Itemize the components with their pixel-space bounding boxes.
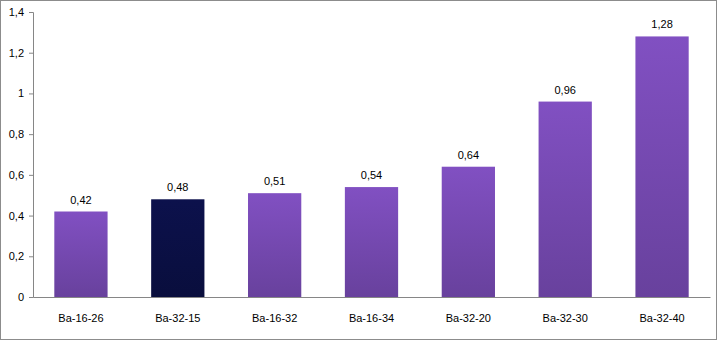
x-axis-line bbox=[34, 297, 711, 298]
x-tick-label: Ba-16-32 bbox=[252, 312, 297, 324]
y-tick-mark bbox=[29, 12, 33, 13]
data-label: 1,28 bbox=[651, 18, 672, 30]
x-tick-label: Ba-16-34 bbox=[349, 312, 394, 324]
y-tick-mark bbox=[29, 216, 33, 217]
y-tick: 1,4 bbox=[9, 6, 33, 18]
bar bbox=[635, 36, 688, 297]
y-tick-label: 1,2 bbox=[9, 47, 24, 59]
x-tick: Ba-16-34 bbox=[349, 297, 394, 324]
y-tick-mark bbox=[29, 93, 33, 94]
bar bbox=[248, 193, 301, 297]
bar bbox=[539, 102, 592, 297]
x-tick: Ba-32-30 bbox=[543, 297, 588, 324]
y-tick-mark bbox=[29, 256, 33, 257]
data-label: 0,48 bbox=[167, 181, 188, 193]
bars bbox=[54, 36, 688, 297]
y-tick-label: 1,4 bbox=[9, 6, 24, 18]
x-tick-label: Ba-32-15 bbox=[155, 312, 200, 324]
y-tick: 0,8 bbox=[9, 128, 33, 140]
y-tick-label: 0,4 bbox=[9, 210, 24, 222]
y-axis: 0 0,2 0,4 0,6 0,8 1 1,2 1,4 bbox=[9, 6, 34, 303]
data-label: 0,96 bbox=[554, 84, 575, 96]
chart: 00,20,40,60,811,21,4Ba-16-26Ba-32-15Ba-1… bbox=[0, 0, 717, 340]
x-tick: Ba-32-20 bbox=[446, 297, 491, 324]
y-tick-mark bbox=[29, 53, 33, 54]
y-axis-line bbox=[29, 13, 34, 298]
y-tick: 0,4 bbox=[9, 210, 33, 222]
data-label: 0,54 bbox=[361, 169, 382, 181]
chart-border bbox=[1, 1, 717, 340]
bar bbox=[151, 199, 204, 297]
y-tick: 1 bbox=[18, 87, 33, 99]
y-tick: 1,2 bbox=[9, 47, 33, 59]
y-tick-label: 0 bbox=[18, 291, 24, 303]
y-tick-mark bbox=[29, 134, 33, 135]
y-tick-label: 0,2 bbox=[9, 250, 24, 262]
data-label: 0,42 bbox=[70, 194, 91, 206]
x-axis: Ba-16-26 Ba-32-15 Ba-16-32 Ba-16-34 Ba-32-20… bbox=[34, 297, 711, 324]
x-tick: Ba-16-26 bbox=[58, 297, 103, 324]
y-tick: 0 bbox=[18, 291, 33, 303]
y-tick-label: 1 bbox=[18, 87, 24, 99]
data-label: 0,51 bbox=[264, 175, 285, 187]
x-tick-label: Ba-32-20 bbox=[446, 312, 491, 324]
y-tick-mark bbox=[29, 297, 33, 298]
x-tick-label: Ba-32-40 bbox=[639, 312, 684, 324]
y-tick: 0,2 bbox=[9, 250, 33, 262]
x-tick: Ba-16-32 bbox=[252, 297, 297, 324]
x-tick-label: Ba-16-26 bbox=[58, 312, 103, 324]
y-tick-mark bbox=[29, 175, 33, 176]
data-label: 0,64 bbox=[458, 149, 479, 161]
y-tick: 0,6 bbox=[9, 169, 33, 181]
bar bbox=[345, 187, 398, 297]
bar bbox=[54, 212, 107, 298]
x-tick: Ba-32-40 bbox=[639, 297, 684, 324]
x-tick: Ba-32-15 bbox=[155, 297, 200, 324]
bar bbox=[442, 167, 495, 297]
x-tick-label: Ba-32-30 bbox=[543, 312, 588, 324]
y-tick-label: 0,8 bbox=[9, 128, 24, 140]
y-tick-label: 0,6 bbox=[9, 169, 24, 181]
data-labels: 0,42 0,48 0,51 0,54 0,64 0,96 1,28 bbox=[70, 18, 673, 205]
